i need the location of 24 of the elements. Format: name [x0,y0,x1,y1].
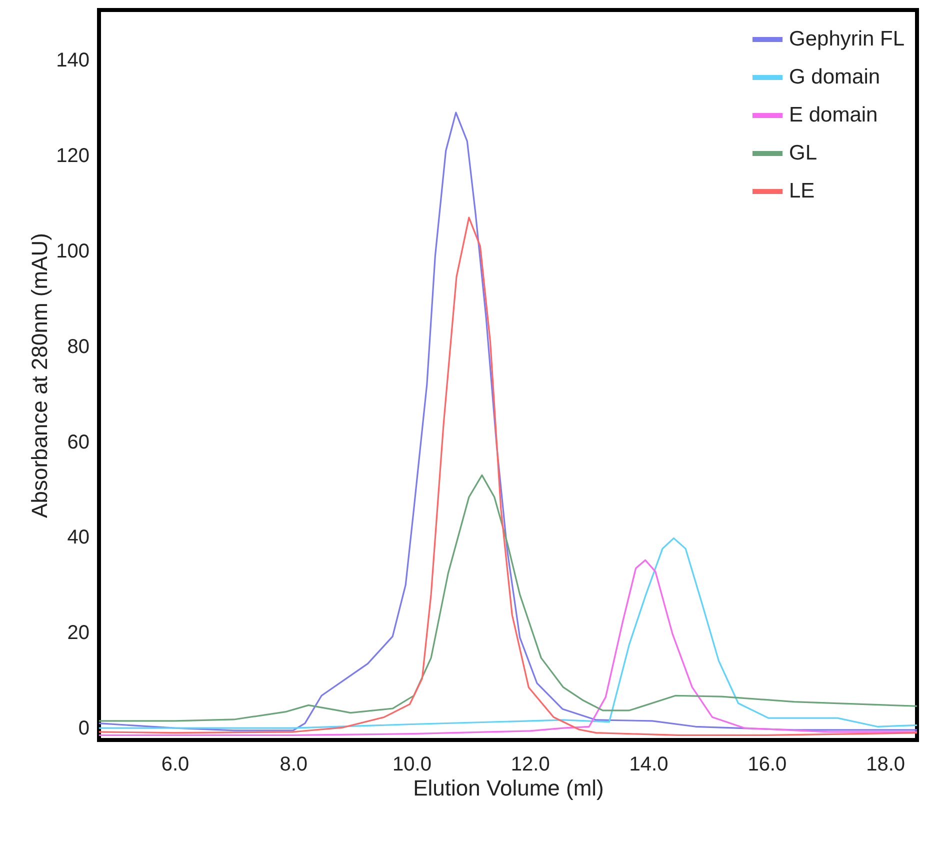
x-tick-label: 18.0 [866,754,906,776]
y-tick-label: 40 [67,526,90,549]
y-tick-label: 0 [78,718,90,740]
line-series [99,474,917,722]
y-tick-label: 120 [56,145,90,168]
x-tick-label: 8.0 [280,754,308,776]
legend-label: LE [789,180,815,202]
line-series [99,216,917,736]
legend-label: E domain [789,104,878,126]
x-tick-label: 12.0 [510,754,550,776]
legend-label: GL [789,142,818,164]
x-axis-title: Elution Volume (ml) [413,776,604,800]
y-axis-title: Absorbance at 280nm (mAU) [27,233,52,518]
x-tick-label: 14.0 [629,754,668,776]
x-tick-label: 16.0 [748,754,787,776]
y-tick-label: 100 [56,240,90,262]
y-tick-label: 60 [67,431,90,454]
y-tick-label: 80 [67,336,90,358]
y-tick-label: 140 [56,50,90,72]
legend-label: G domain [789,66,880,88]
legend-label: Gephyrin FL [789,28,905,50]
x-tick-label: 6.0 [161,754,190,776]
x-tick-label: 10.0 [392,754,432,776]
y-tick-label: 20 [67,622,90,644]
